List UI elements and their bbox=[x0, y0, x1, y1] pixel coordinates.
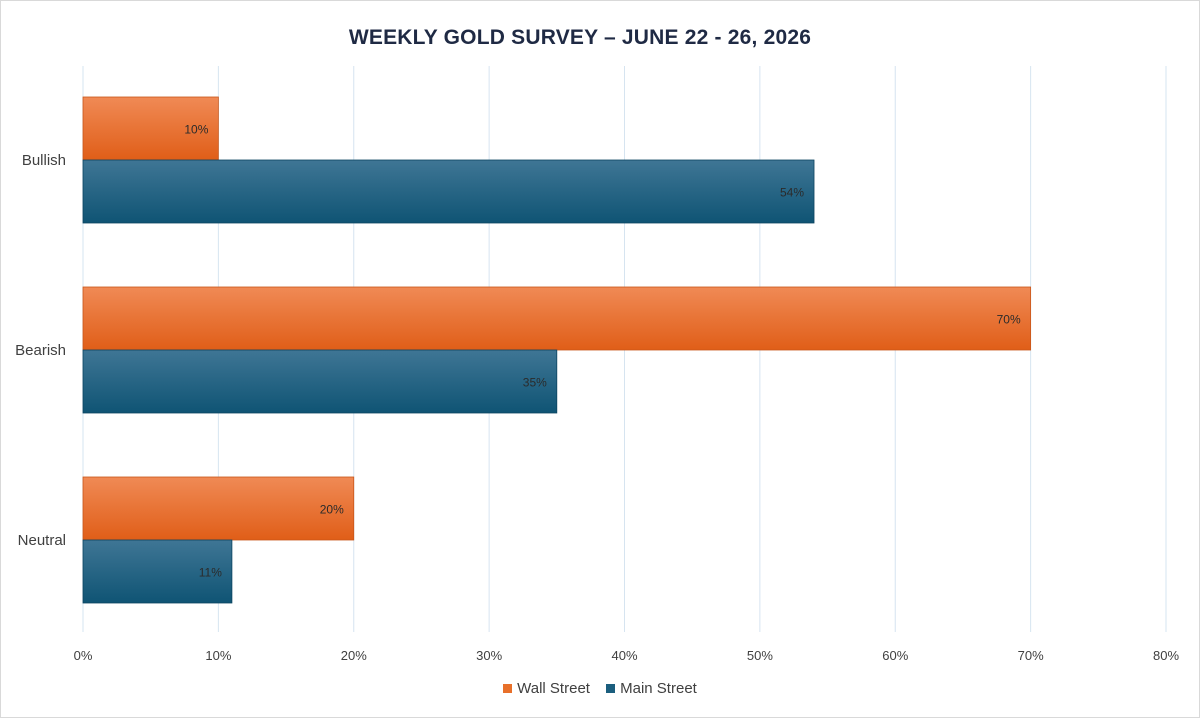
x-tick-label: 10% bbox=[205, 648, 231, 663]
x-tick-label: 40% bbox=[611, 648, 637, 663]
bar-wall-street-bullish bbox=[82, 96, 219, 161]
chart-legend: Wall Street Main Street bbox=[0, 680, 1200, 697]
x-tick-label: 80% bbox=[1153, 648, 1179, 663]
legend-swatch-wall-street bbox=[503, 684, 513, 693]
bar-wall-street-neutral bbox=[82, 476, 355, 541]
bar-main-street-neutral bbox=[82, 539, 233, 604]
data-label: 11% bbox=[199, 566, 222, 580]
chart-title: WEEKLY GOLD SURVEY – JUNE 22 - 26, 2026 bbox=[348, 26, 812, 49]
x-tick-label: 50% bbox=[747, 648, 773, 663]
data-label: 70% bbox=[997, 313, 1021, 327]
bar-wall-street-bearish bbox=[82, 286, 1032, 351]
category-label-bearish: Bearish bbox=[15, 342, 66, 359]
data-label: 20% bbox=[320, 503, 344, 517]
bar-main-street-bearish bbox=[82, 349, 558, 414]
x-tick-label: 30% bbox=[476, 648, 502, 663]
x-tick-label: 20% bbox=[341, 648, 367, 663]
bar-main-street-bullish bbox=[82, 159, 815, 224]
legend-swatch-main-street bbox=[606, 684, 616, 693]
data-label: 10% bbox=[184, 123, 208, 137]
legend-item-main-street: Main Street bbox=[606, 680, 697, 697]
category-label-bullish: Bullish bbox=[22, 152, 66, 169]
x-tick-label: 60% bbox=[882, 648, 908, 663]
x-tick-label: 70% bbox=[1018, 648, 1044, 663]
x-tick-label: 0% bbox=[74, 648, 93, 663]
legend-item-wall-street: Wall Street bbox=[503, 680, 590, 697]
legend-label-main-street: Main Street bbox=[620, 680, 697, 697]
category-label-neutral: Neutral bbox=[18, 532, 66, 549]
data-label: 35% bbox=[523, 376, 547, 390]
data-label: 54% bbox=[780, 186, 804, 200]
legend-label-wall-street: Wall Street bbox=[517, 680, 590, 697]
